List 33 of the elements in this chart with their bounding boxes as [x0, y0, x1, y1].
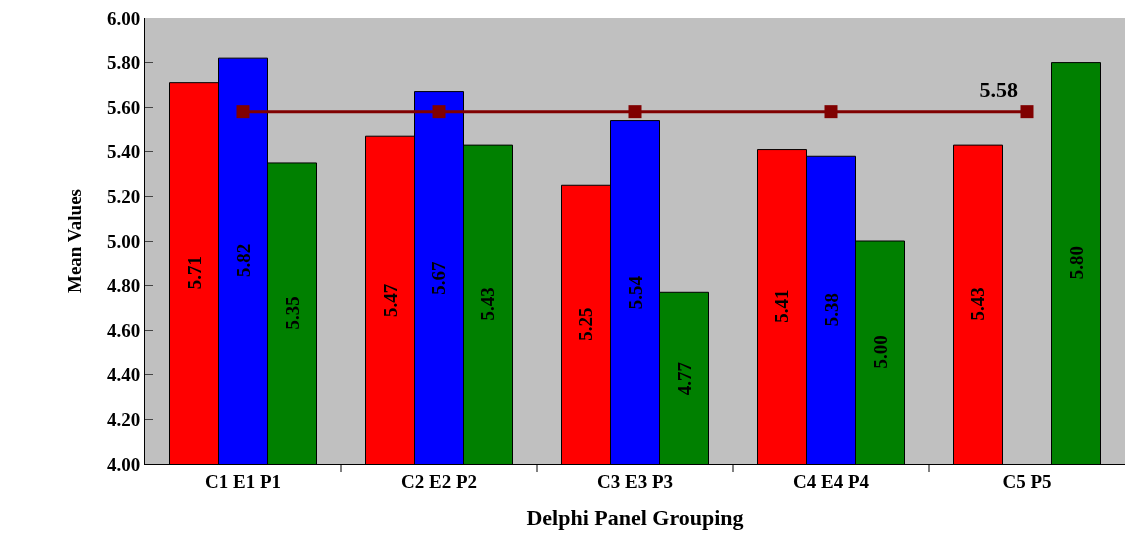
- data-label: 5.25: [575, 307, 597, 341]
- x-tick-label: C2 E2 P2: [401, 470, 477, 492]
- data-label: 5.00: [869, 335, 891, 369]
- data-label: 5.54: [624, 275, 646, 310]
- y-tick-label: 5.20: [106, 186, 141, 208]
- y-axis-title: Mean Values: [63, 189, 85, 293]
- data-label: 5.58: [979, 77, 1018, 103]
- y-tick-label: 4.20: [106, 409, 141, 431]
- data-label: 5.43: [967, 287, 989, 321]
- x-tick-label: C4 E4 P4: [793, 470, 870, 492]
- y-tick-label: 5.80: [106, 52, 141, 74]
- data-label: 5.38: [820, 292, 842, 327]
- data-label: 5.43: [477, 287, 499, 321]
- data-label: 5.41: [771, 289, 793, 323]
- x-tick-label: C5 P5: [1002, 470, 1052, 492]
- y-tick-label: 5.00: [106, 230, 141, 252]
- y-tick-label: 5.40: [106, 141, 141, 163]
- y-tick-label: 6.00: [106, 7, 141, 29]
- y-tick-label: 4.60: [106, 319, 141, 341]
- y-tick-label: 4.40: [106, 364, 141, 386]
- y-tick-label: 5.60: [106, 96, 141, 118]
- x-tick-label: C1 E1 P1: [205, 470, 281, 492]
- x-tick-label: C3 E3 P3: [597, 470, 673, 492]
- x-axis-title: Delphi Panel Grouping: [526, 504, 744, 530]
- y-tick-label: 4.00: [106, 453, 141, 475]
- data-label: 5.47: [379, 283, 401, 318]
- data-label: 5.82: [232, 243, 254, 278]
- data-label: 5.80: [1065, 246, 1087, 280]
- data-label: 4.77: [673, 361, 695, 396]
- data-label: 5.67: [428, 261, 450, 295]
- data-label: 5.71: [183, 256, 205, 290]
- y-tick-label: 4.80: [106, 275, 141, 297]
- data-label: 5.35: [281, 296, 303, 330]
